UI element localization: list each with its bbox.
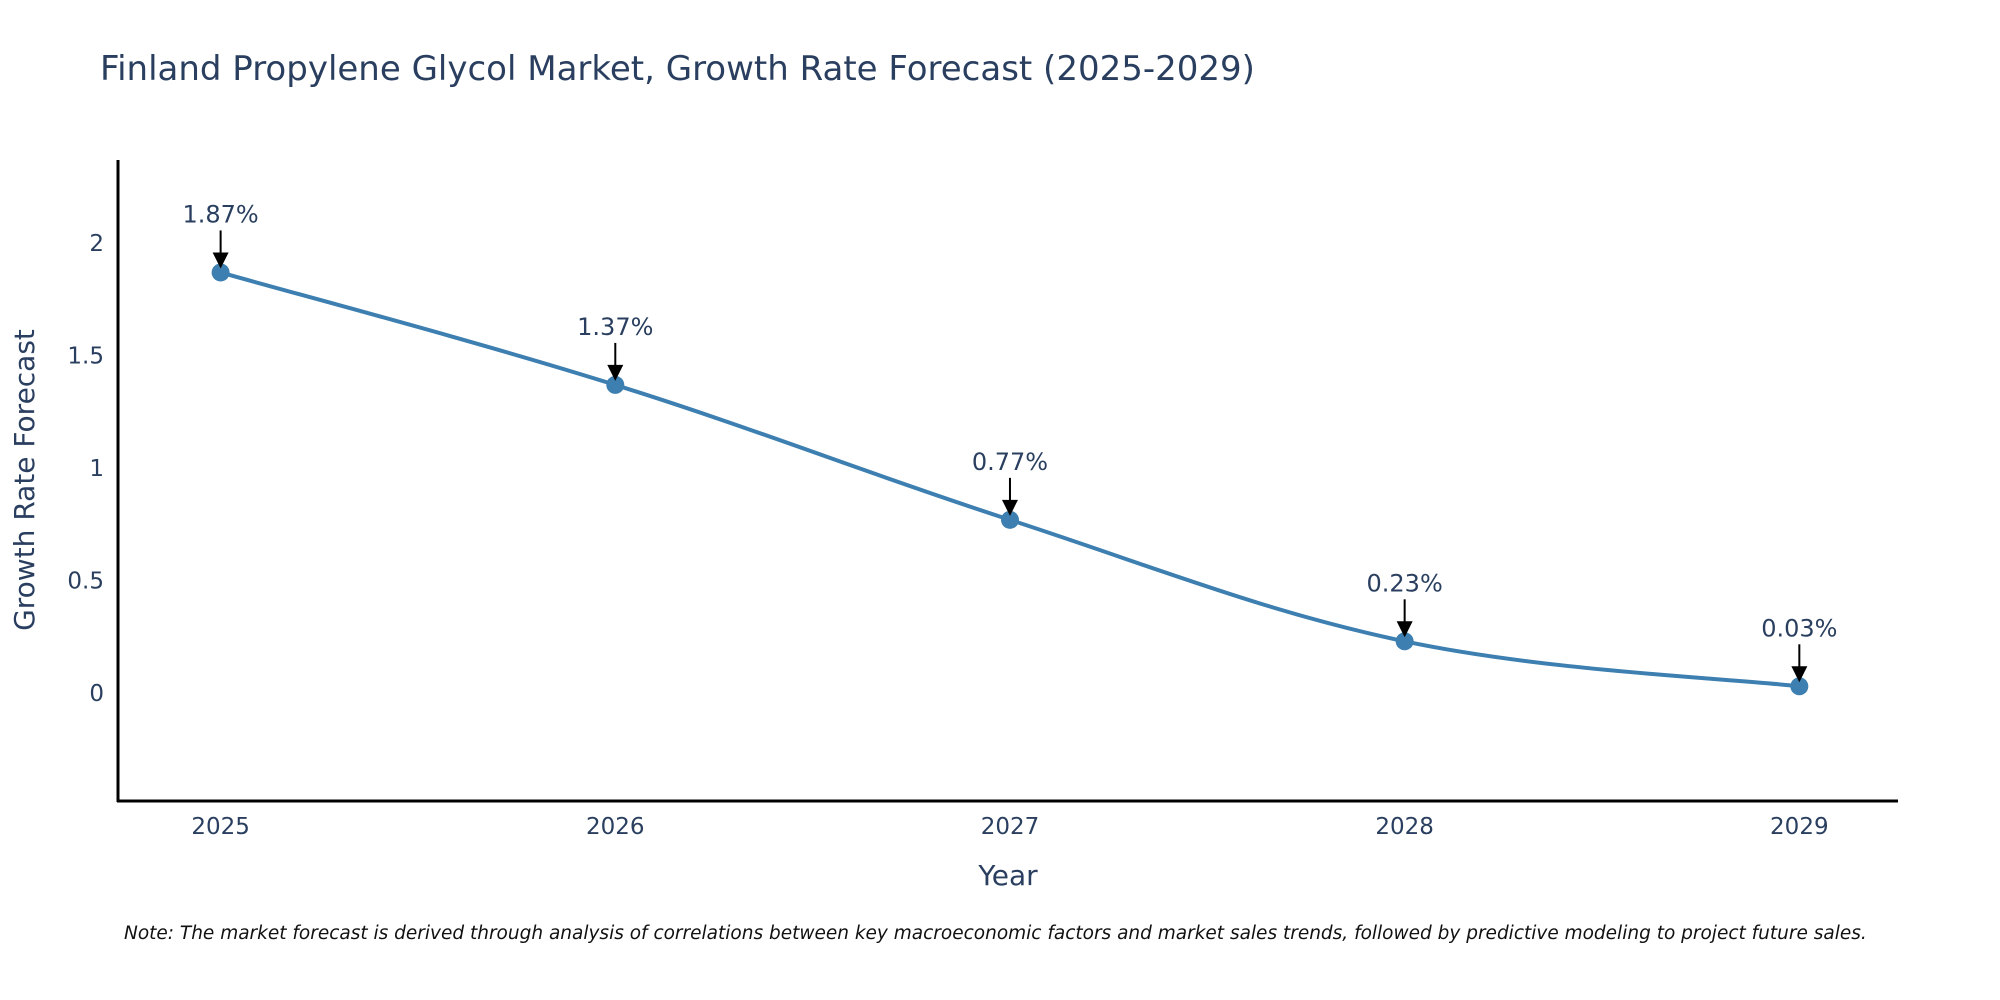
annotation-label: 0.77% [972,448,1048,476]
arrowhead-icon [607,364,624,381]
arrowhead-icon [212,252,229,269]
data-point-2025[interactable] [211,263,230,282]
annotation-label: 1.37% [577,313,653,341]
arrowhead-icon [1001,499,1018,516]
data-point-2028[interactable] [1395,632,1414,651]
y-tick-label: 2 [89,231,104,257]
annotation-label: 0.03% [1761,614,1837,642]
y-tick-label: 1 [89,456,104,482]
y-tick-label: 0.5 [67,569,104,595]
data-point-2027[interactable] [1000,510,1019,529]
arrowhead-icon [1791,666,1808,683]
x-tick-label: 2029 [1770,814,1829,840]
x-tick-label: 2027 [981,814,1040,840]
arrowhead-icon [1396,621,1413,638]
data-point-2026[interactable] [606,375,625,394]
x-tick-label: 2026 [586,814,645,840]
y-axis-title: Growth Rate Forecast [8,329,41,631]
chart-title: Finland Propylene Glycol Market, Growth … [100,49,1255,89]
x-axis-title: Year [977,859,1038,892]
x-axis-ticks: 2025 2026 2027 2028 2029 [191,814,1828,840]
annotation-label: 1.87% [182,200,258,228]
plot-area: 1.87% 1.37% 0.77% 0.23% 0.03% [182,200,1837,696]
x-tick-label: 2025 [191,814,250,840]
y-tick-label: 1.5 [67,344,104,370]
annotation-label: 0.23% [1367,569,1443,597]
x-tick-label: 2028 [1375,814,1434,840]
y-tick-label: 0 [89,681,104,707]
data-point-2029[interactable] [1790,677,1809,696]
footnote: Note: The market forecast is derived thr… [124,923,1867,944]
y-axis-ticks: 0 0.5 1 1.5 2 [67,231,104,707]
